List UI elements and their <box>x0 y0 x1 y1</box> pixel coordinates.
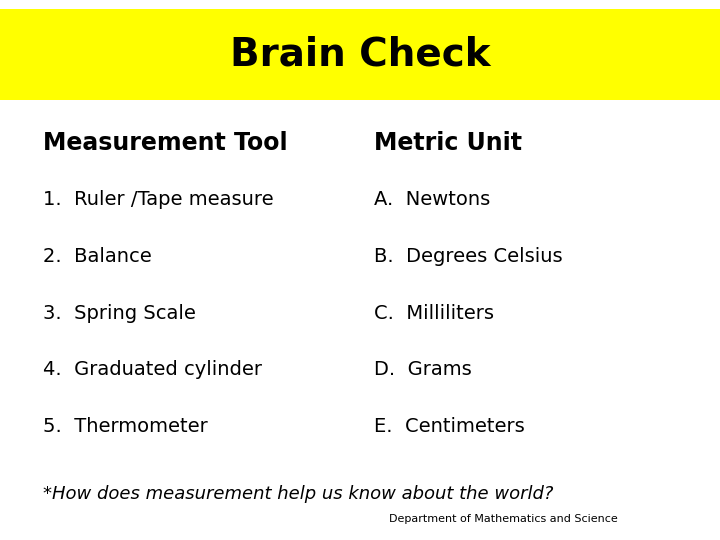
Text: E.  Centimeters: E. Centimeters <box>374 417 525 436</box>
Text: 1.  Ruler /Tape measure: 1. Ruler /Tape measure <box>43 190 274 210</box>
Text: B.  Degrees Celsius: B. Degrees Celsius <box>374 247 563 266</box>
Text: *How does measurement help us know about the world?: *How does measurement help us know about… <box>43 485 554 503</box>
Text: 3.  Spring Scale: 3. Spring Scale <box>43 303 196 323</box>
Text: Brain Check: Brain Check <box>230 35 490 73</box>
Text: 5.  Thermometer: 5. Thermometer <box>43 417 208 436</box>
Text: Department of Mathematics and Science: Department of Mathematics and Science <box>389 515 618 524</box>
Text: C.  Milliliters: C. Milliliters <box>374 303 495 323</box>
Text: Measurement Tool: Measurement Tool <box>43 131 288 155</box>
Text: 4.  Graduated cylinder: 4. Graduated cylinder <box>43 360 262 380</box>
Text: D.  Grams: D. Grams <box>374 360 472 380</box>
Bar <box>0 9 720 100</box>
Text: Metric Unit: Metric Unit <box>374 131 523 155</box>
Text: 2.  Balance: 2. Balance <box>43 247 152 266</box>
Text: A.  Newtons: A. Newtons <box>374 190 490 210</box>
